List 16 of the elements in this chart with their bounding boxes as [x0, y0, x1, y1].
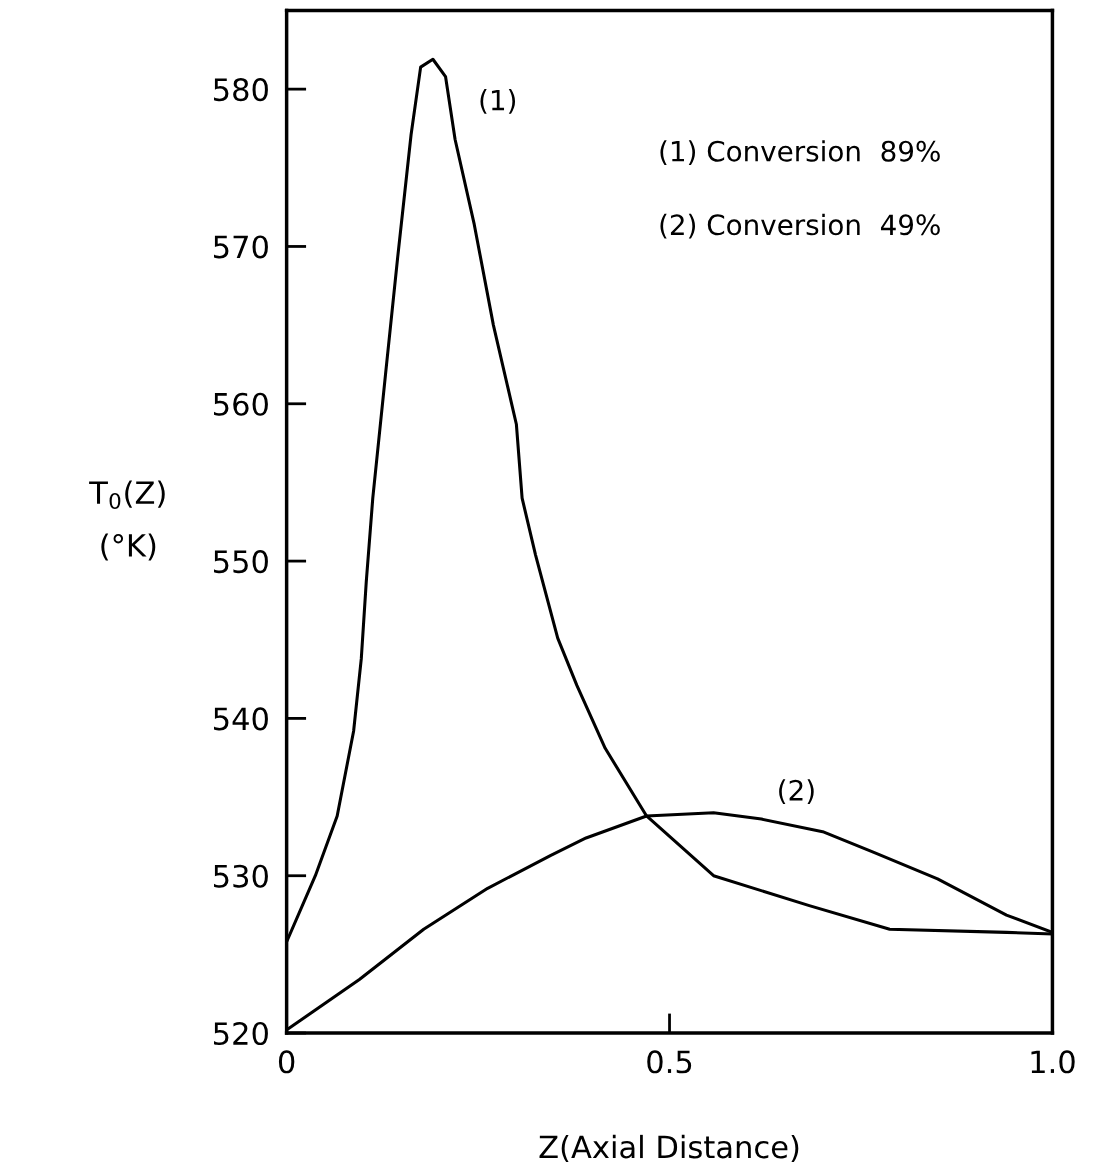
- x-tick-label: 1.0: [1031, 1050, 1075, 1074]
- annotation: (2): [779, 779, 814, 805]
- x-tick-label: 0.5: [647, 1050, 692, 1074]
- x-tick-label: 0: [278, 1050, 295, 1074]
- y-tick-label: 570: [214, 235, 268, 259]
- y-tick-label: 560: [214, 392, 268, 416]
- annotation: (1) Conversion 89%: [660, 140, 940, 165]
- y-tick-label: 580: [214, 78, 268, 102]
- y-tick-label: 550: [214, 550, 268, 574]
- x-axis-title: Z(Axial Distance): [539, 1134, 799, 1163]
- annotation: (2) Conversion 49%: [660, 213, 940, 239]
- y-tick-label: 530: [214, 864, 268, 888]
- annotation: (1): [480, 89, 516, 114]
- y-axis-title: T$_{0}$(Z) (°K): [89, 480, 165, 561]
- y-tick-label: 520: [214, 1021, 268, 1046]
- y-tick-label: 540: [214, 707, 268, 731]
